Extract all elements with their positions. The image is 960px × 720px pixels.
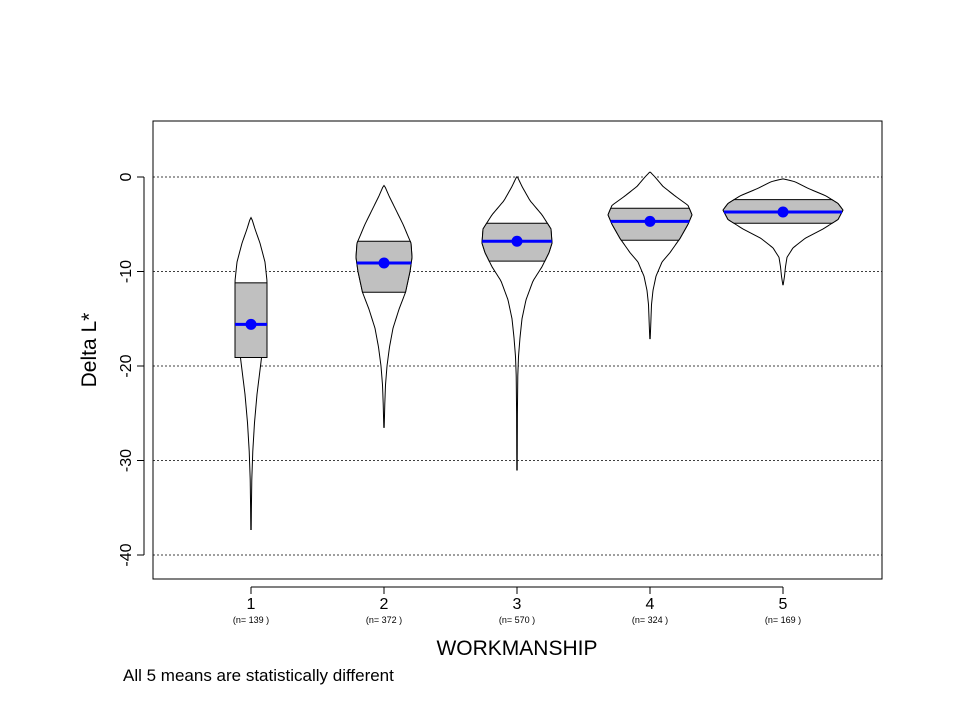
violin-outline	[722, 178, 844, 286]
violins	[234, 171, 844, 530]
x-tick-label: 5	[779, 596, 788, 613]
y-tick-label: 0	[118, 172, 135, 181]
y-tick-label: -40	[118, 543, 135, 566]
y-tick-label: -10	[118, 260, 135, 283]
x-tick-label: 2	[380, 596, 389, 613]
y-axis-title: Delta L*	[78, 313, 101, 388]
violin-2	[355, 184, 413, 428]
violin-1	[234, 216, 268, 530]
violin-outline	[607, 171, 693, 340]
n-count-label: (n= 372 )	[366, 615, 402, 625]
y-axis: 0 -10 -20 -30 -40	[118, 172, 145, 567]
x-axis-title: WORKMANSHIP	[436, 637, 597, 660]
violin-4	[607, 171, 693, 340]
x-tick-label: 1	[247, 596, 256, 613]
violin-outline	[355, 184, 413, 428]
n-count-label: (n= 139 )	[233, 615, 269, 625]
mean-point	[245, 318, 257, 330]
n-count-label: (n= 324 )	[632, 615, 668, 625]
x-tick-label: 4	[646, 596, 655, 613]
violin-3	[481, 176, 553, 471]
violin-outline	[481, 176, 553, 471]
violin-5	[722, 178, 844, 286]
n-count-label: (n= 570 )	[499, 615, 535, 625]
x-tick-label: 3	[513, 596, 522, 613]
violin-outline	[234, 216, 268, 530]
y-tick-label: -30	[118, 449, 135, 472]
n-count-label: (n= 169 )	[765, 615, 801, 625]
y-tick-label: -20	[118, 354, 135, 377]
mean-point	[378, 257, 390, 269]
x-axis: 1 (n= 139 ) 2 (n= 372 ) 3 (n= 570 ) 4 (n= 324 )…	[233, 586, 801, 625]
plot-frame	[152, 120, 883, 580]
mean-point	[511, 235, 523, 247]
mean-point	[644, 215, 656, 227]
stat-note: All 5 means are statistically different	[123, 666, 394, 685]
mean-point	[777, 206, 789, 218]
